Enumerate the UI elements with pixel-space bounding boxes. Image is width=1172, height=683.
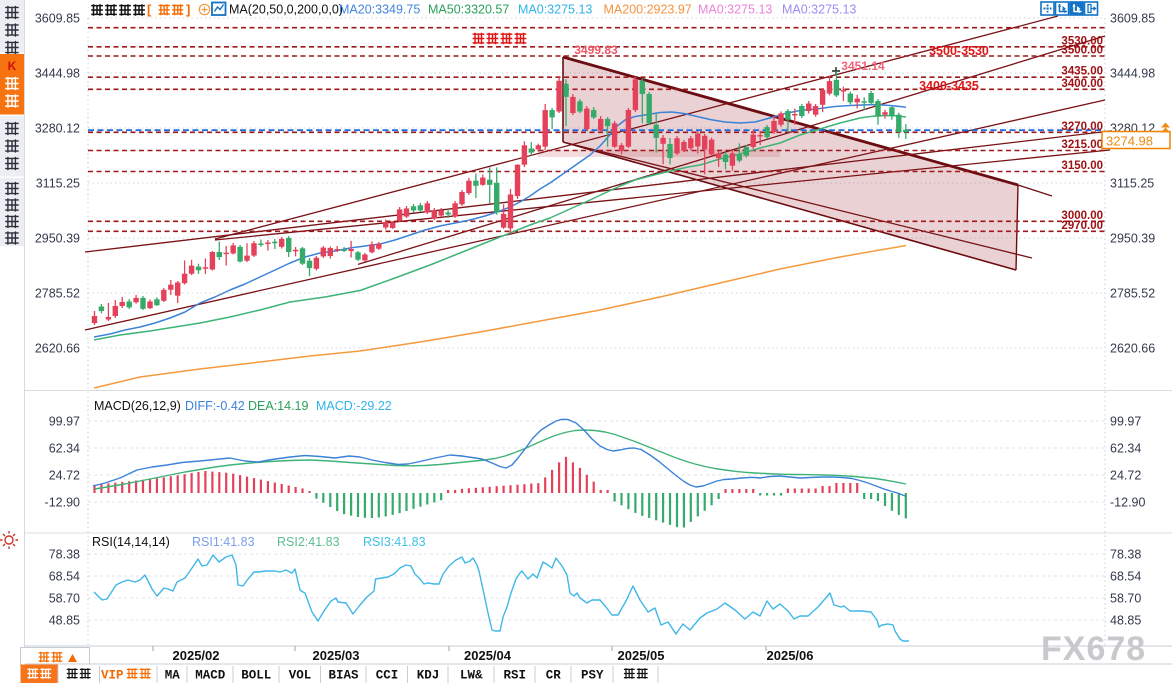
svg-text:PSY: PSY bbox=[581, 669, 604, 683]
svg-text:3499.83: 3499.83 bbox=[574, 43, 618, 57]
svg-text:2025/06: 2025/06 bbox=[767, 648, 814, 663]
svg-text:K: K bbox=[8, 59, 17, 73]
svg-text:-12.90: -12.90 bbox=[45, 496, 80, 510]
svg-text:3500-3530: 3500-3530 bbox=[929, 44, 989, 58]
svg-text:MACD: MACD bbox=[195, 669, 226, 683]
svg-text:DEA:14.19: DEA:14.19 bbox=[248, 399, 309, 413]
svg-text:62.34: 62.34 bbox=[1110, 442, 1141, 456]
svg-text:MA0:3275.13: MA0:3275.13 bbox=[782, 3, 856, 17]
svg-text:3609.85: 3609.85 bbox=[1110, 12, 1155, 26]
svg-text:-12.90: -12.90 bbox=[1110, 496, 1145, 510]
svg-text:2970.00: 2970.00 bbox=[1061, 220, 1103, 232]
svg-text:MA: MA bbox=[165, 669, 181, 683]
svg-text:VOL: VOL bbox=[289, 669, 312, 683]
svg-text:]: ] bbox=[186, 2, 190, 17]
svg-text:MACD(26,12,9): MACD(26,12,9) bbox=[94, 399, 181, 413]
svg-text:MA50:3320.57: MA50:3320.57 bbox=[428, 3, 509, 17]
svg-text:VIP: VIP bbox=[101, 669, 124, 683]
svg-text:3444.98: 3444.98 bbox=[1110, 67, 1155, 81]
svg-text:3115.25: 3115.25 bbox=[1110, 177, 1154, 191]
svg-text:BIAS: BIAS bbox=[328, 669, 359, 683]
svg-text:3215.00: 3215.00 bbox=[1061, 139, 1103, 151]
svg-text:MACD:-29.22: MACD:-29.22 bbox=[316, 399, 392, 413]
svg-text:KDJ: KDJ bbox=[417, 669, 440, 683]
svg-text:BOLL: BOLL bbox=[241, 669, 271, 683]
svg-text:LW&: LW& bbox=[460, 669, 483, 683]
svg-text:3609.85: 3609.85 bbox=[35, 12, 80, 26]
svg-text:2950.39: 2950.39 bbox=[35, 232, 80, 246]
svg-text:2025/03: 2025/03 bbox=[313, 648, 360, 663]
svg-text:3500.00: 3500.00 bbox=[1061, 45, 1103, 57]
svg-text:RSI3:41.83: RSI3:41.83 bbox=[363, 535, 426, 549]
svg-text:3115.25: 3115.25 bbox=[36, 177, 80, 191]
svg-text:58.70: 58.70 bbox=[49, 592, 80, 606]
svg-text:[: [ bbox=[147, 2, 152, 17]
svg-text:68.54: 68.54 bbox=[49, 570, 80, 584]
svg-text:2620.66: 2620.66 bbox=[1110, 342, 1155, 356]
svg-text:3274.98: 3274.98 bbox=[1106, 134, 1153, 149]
svg-text:24.72: 24.72 bbox=[1110, 469, 1141, 483]
svg-text:48.85: 48.85 bbox=[49, 614, 80, 628]
svg-text:MA(20,50,0,200,0,0): MA(20,50,0,200,0,0) bbox=[229, 3, 343, 17]
svg-text:3000.00: 3000.00 bbox=[1061, 210, 1103, 222]
svg-text:2025/02: 2025/02 bbox=[173, 648, 220, 663]
svg-text:3280.12: 3280.12 bbox=[35, 122, 80, 136]
svg-text:2025/04: 2025/04 bbox=[464, 648, 512, 663]
svg-text:3530.00: 3530.00 bbox=[1061, 35, 1103, 47]
svg-text:68.54: 68.54 bbox=[1110, 570, 1141, 584]
svg-text:3451.14: 3451.14 bbox=[841, 59, 885, 73]
svg-text:3444.98: 3444.98 bbox=[35, 67, 80, 81]
svg-text:MA20:3349.75: MA20:3349.75 bbox=[339, 3, 420, 17]
svg-text:48.85: 48.85 bbox=[1110, 614, 1141, 628]
svg-text:78.38: 78.38 bbox=[49, 548, 80, 562]
svg-text:RSI: RSI bbox=[504, 669, 527, 683]
svg-text:62.34: 62.34 bbox=[49, 442, 80, 456]
svg-text:3400-3435: 3400-3435 bbox=[919, 79, 979, 93]
svg-text:3400.00: 3400.00 bbox=[1061, 78, 1103, 90]
svg-text:2620.66: 2620.66 bbox=[35, 342, 80, 356]
svg-text:3435.00: 3435.00 bbox=[1061, 66, 1103, 78]
svg-text:RSI1:41.83: RSI1:41.83 bbox=[192, 535, 255, 549]
svg-text:58.70: 58.70 bbox=[1110, 592, 1141, 606]
svg-text:DIFF:-0.42: DIFF:-0.42 bbox=[185, 399, 245, 413]
svg-text:2785.52: 2785.52 bbox=[1110, 287, 1155, 301]
svg-text:CCI: CCI bbox=[376, 669, 399, 683]
svg-text:3150.00: 3150.00 bbox=[1061, 160, 1103, 172]
svg-text:99.97: 99.97 bbox=[49, 415, 80, 429]
svg-text:2025/05: 2025/05 bbox=[618, 648, 665, 663]
svg-text:78.38: 78.38 bbox=[1110, 548, 1141, 562]
svg-text:RSI(14,14,14): RSI(14,14,14) bbox=[92, 535, 170, 549]
svg-text:MA0:3275.13: MA0:3275.13 bbox=[698, 3, 772, 17]
svg-text:MA0:3275.13: MA0:3275.13 bbox=[518, 3, 592, 17]
svg-text:RSI2:41.83: RSI2:41.83 bbox=[277, 535, 340, 549]
svg-text:MA200:2923.97: MA200:2923.97 bbox=[604, 3, 692, 17]
svg-text:2785.52: 2785.52 bbox=[35, 287, 80, 301]
svg-text:FX678: FX678 bbox=[1041, 630, 1146, 668]
svg-text:3270.00: 3270.00 bbox=[1061, 121, 1103, 133]
svg-text:CR: CR bbox=[546, 669, 562, 683]
svg-text:2950.39: 2950.39 bbox=[1110, 232, 1155, 246]
svg-text:99.97: 99.97 bbox=[1110, 415, 1141, 429]
svg-text:24.72: 24.72 bbox=[49, 469, 80, 483]
